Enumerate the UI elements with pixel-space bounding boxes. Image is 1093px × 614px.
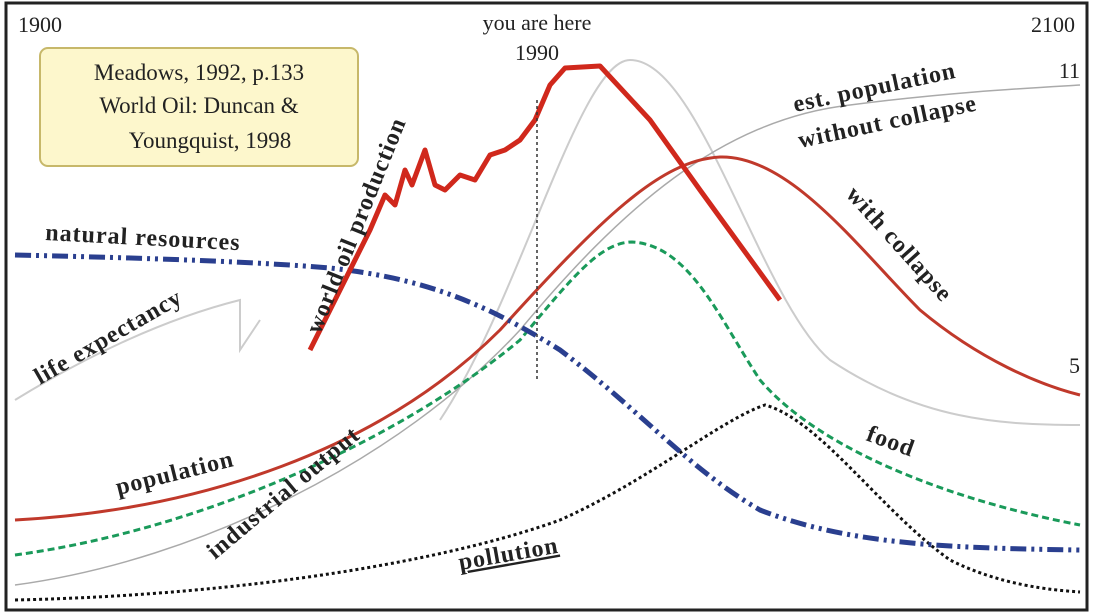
life-expectancy-curve bbox=[14, 298, 261, 401]
right-top: 11 bbox=[1059, 58, 1080, 83]
pollution-curve bbox=[14, 403, 1081, 602]
est-population-curve bbox=[14, 84, 1081, 586]
source-box bbox=[39, 47, 359, 167]
source-line: World Oil: Duncan & bbox=[99, 93, 298, 118]
oil-curve bbox=[307, 63, 783, 352]
source-line: Meadows, 1992, p.133 bbox=[94, 60, 304, 85]
right-mid: 5 bbox=[1069, 353, 1080, 378]
marker-year: 1990 bbox=[515, 40, 559, 65]
marker: you are here bbox=[483, 10, 592, 35]
end-year: 2100 bbox=[1031, 12, 1075, 37]
source-line: Youngquist, 1998 bbox=[129, 128, 292, 153]
natural-resources-curve bbox=[14, 252, 1081, 553]
population-curve bbox=[14, 155, 1081, 522]
start-year: 1900 bbox=[18, 12, 62, 37]
food-curve bbox=[14, 240, 1081, 557]
